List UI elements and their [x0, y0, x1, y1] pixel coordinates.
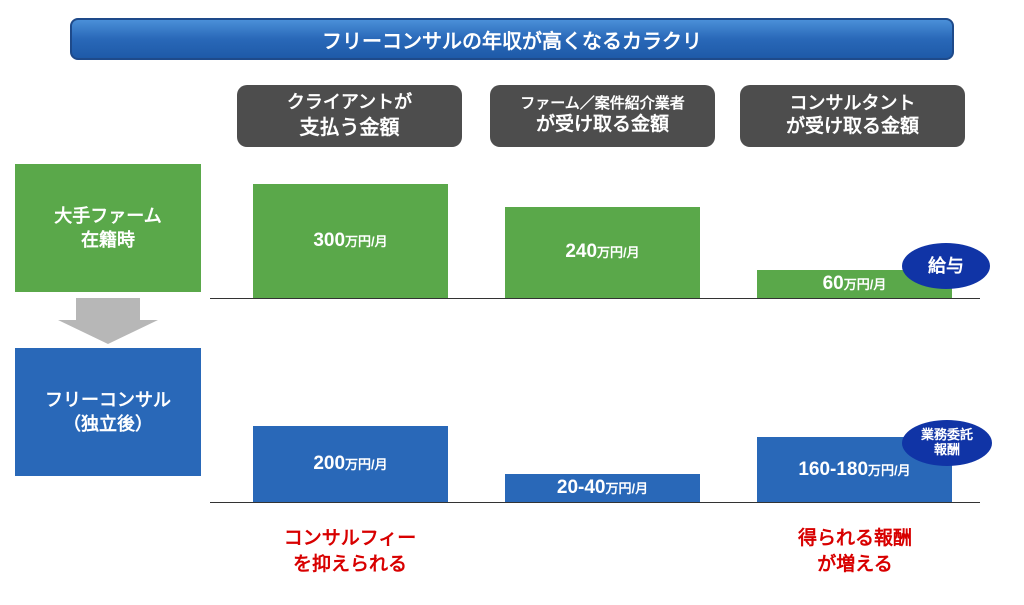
row-label-line2: （独立後） — [63, 412, 153, 436]
bar-firm-col2: 240万円/月 — [505, 207, 700, 298]
row-label-freelance: フリーコンサル（独立後） — [15, 348, 201, 476]
row-label-line1: 大手ファーム — [54, 204, 161, 228]
baseline-row1 — [210, 298, 980, 299]
row-label-line1: フリーコンサル — [45, 388, 171, 412]
bar-label: 240万円/月 — [565, 241, 639, 263]
column-header-2: ファーム／案件紹介業者が受け取る金額 — [490, 85, 715, 147]
column-header-1: クライアントが支払う金額 — [237, 85, 462, 147]
baseline-row2 — [210, 502, 980, 503]
column-header-3: コンサルタントが受け取る金額 — [740, 85, 965, 147]
column-header-line2: が受け取る金額 — [536, 113, 669, 138]
column-header-line1: コンサルタント — [790, 92, 916, 115]
bar-firm-col1: 300万円/月 — [253, 184, 448, 298]
badge-freelance: 業務委託報酬 — [902, 420, 992, 466]
footnote-line1: コンサルフィー — [240, 526, 460, 552]
footnote-2: 得られる報酬が増える — [745, 526, 965, 577]
row-label-firm: 大手ファーム在籍時 — [15, 164, 201, 292]
bar-label: 200万円/月 — [313, 453, 387, 475]
row-label-line2: 在籍時 — [81, 228, 135, 252]
column-header-line2: が受け取る金額 — [786, 115, 919, 140]
arrow-down-icon — [58, 298, 158, 344]
column-header-line1: クライアントが — [287, 91, 412, 114]
bar-label: 60万円/月 — [823, 273, 887, 298]
footnote-line2: が増える — [745, 552, 965, 578]
page-title-text: フリーコンサルの年収が高くなるカラクリ — [322, 25, 702, 54]
footnote-line1: 得られる報酬 — [745, 526, 965, 552]
badge-firm: 給与 — [902, 243, 990, 289]
column-header-line1: ファーム／案件紹介業者 — [520, 94, 685, 114]
bar-freelance-col2: 20-40万円/月 — [505, 474, 700, 502]
badge-text: 業務委託報酬 — [921, 428, 973, 458]
badge-text: 給与 — [928, 256, 964, 277]
bar-label: 160-180万円/月 — [798, 459, 910, 481]
page-title: フリーコンサルの年収が高くなるカラクリ — [70, 18, 954, 60]
footnote-line2: を抑えられる — [240, 552, 460, 578]
column-header-line2: 支払う金額 — [300, 115, 400, 141]
footnote-1: コンサルフィーを抑えられる — [240, 526, 460, 577]
bar-freelance-col1: 200万円/月 — [253, 426, 448, 502]
bar-label: 20-40万円/月 — [557, 477, 648, 502]
bar-label: 300万円/月 — [313, 230, 387, 252]
